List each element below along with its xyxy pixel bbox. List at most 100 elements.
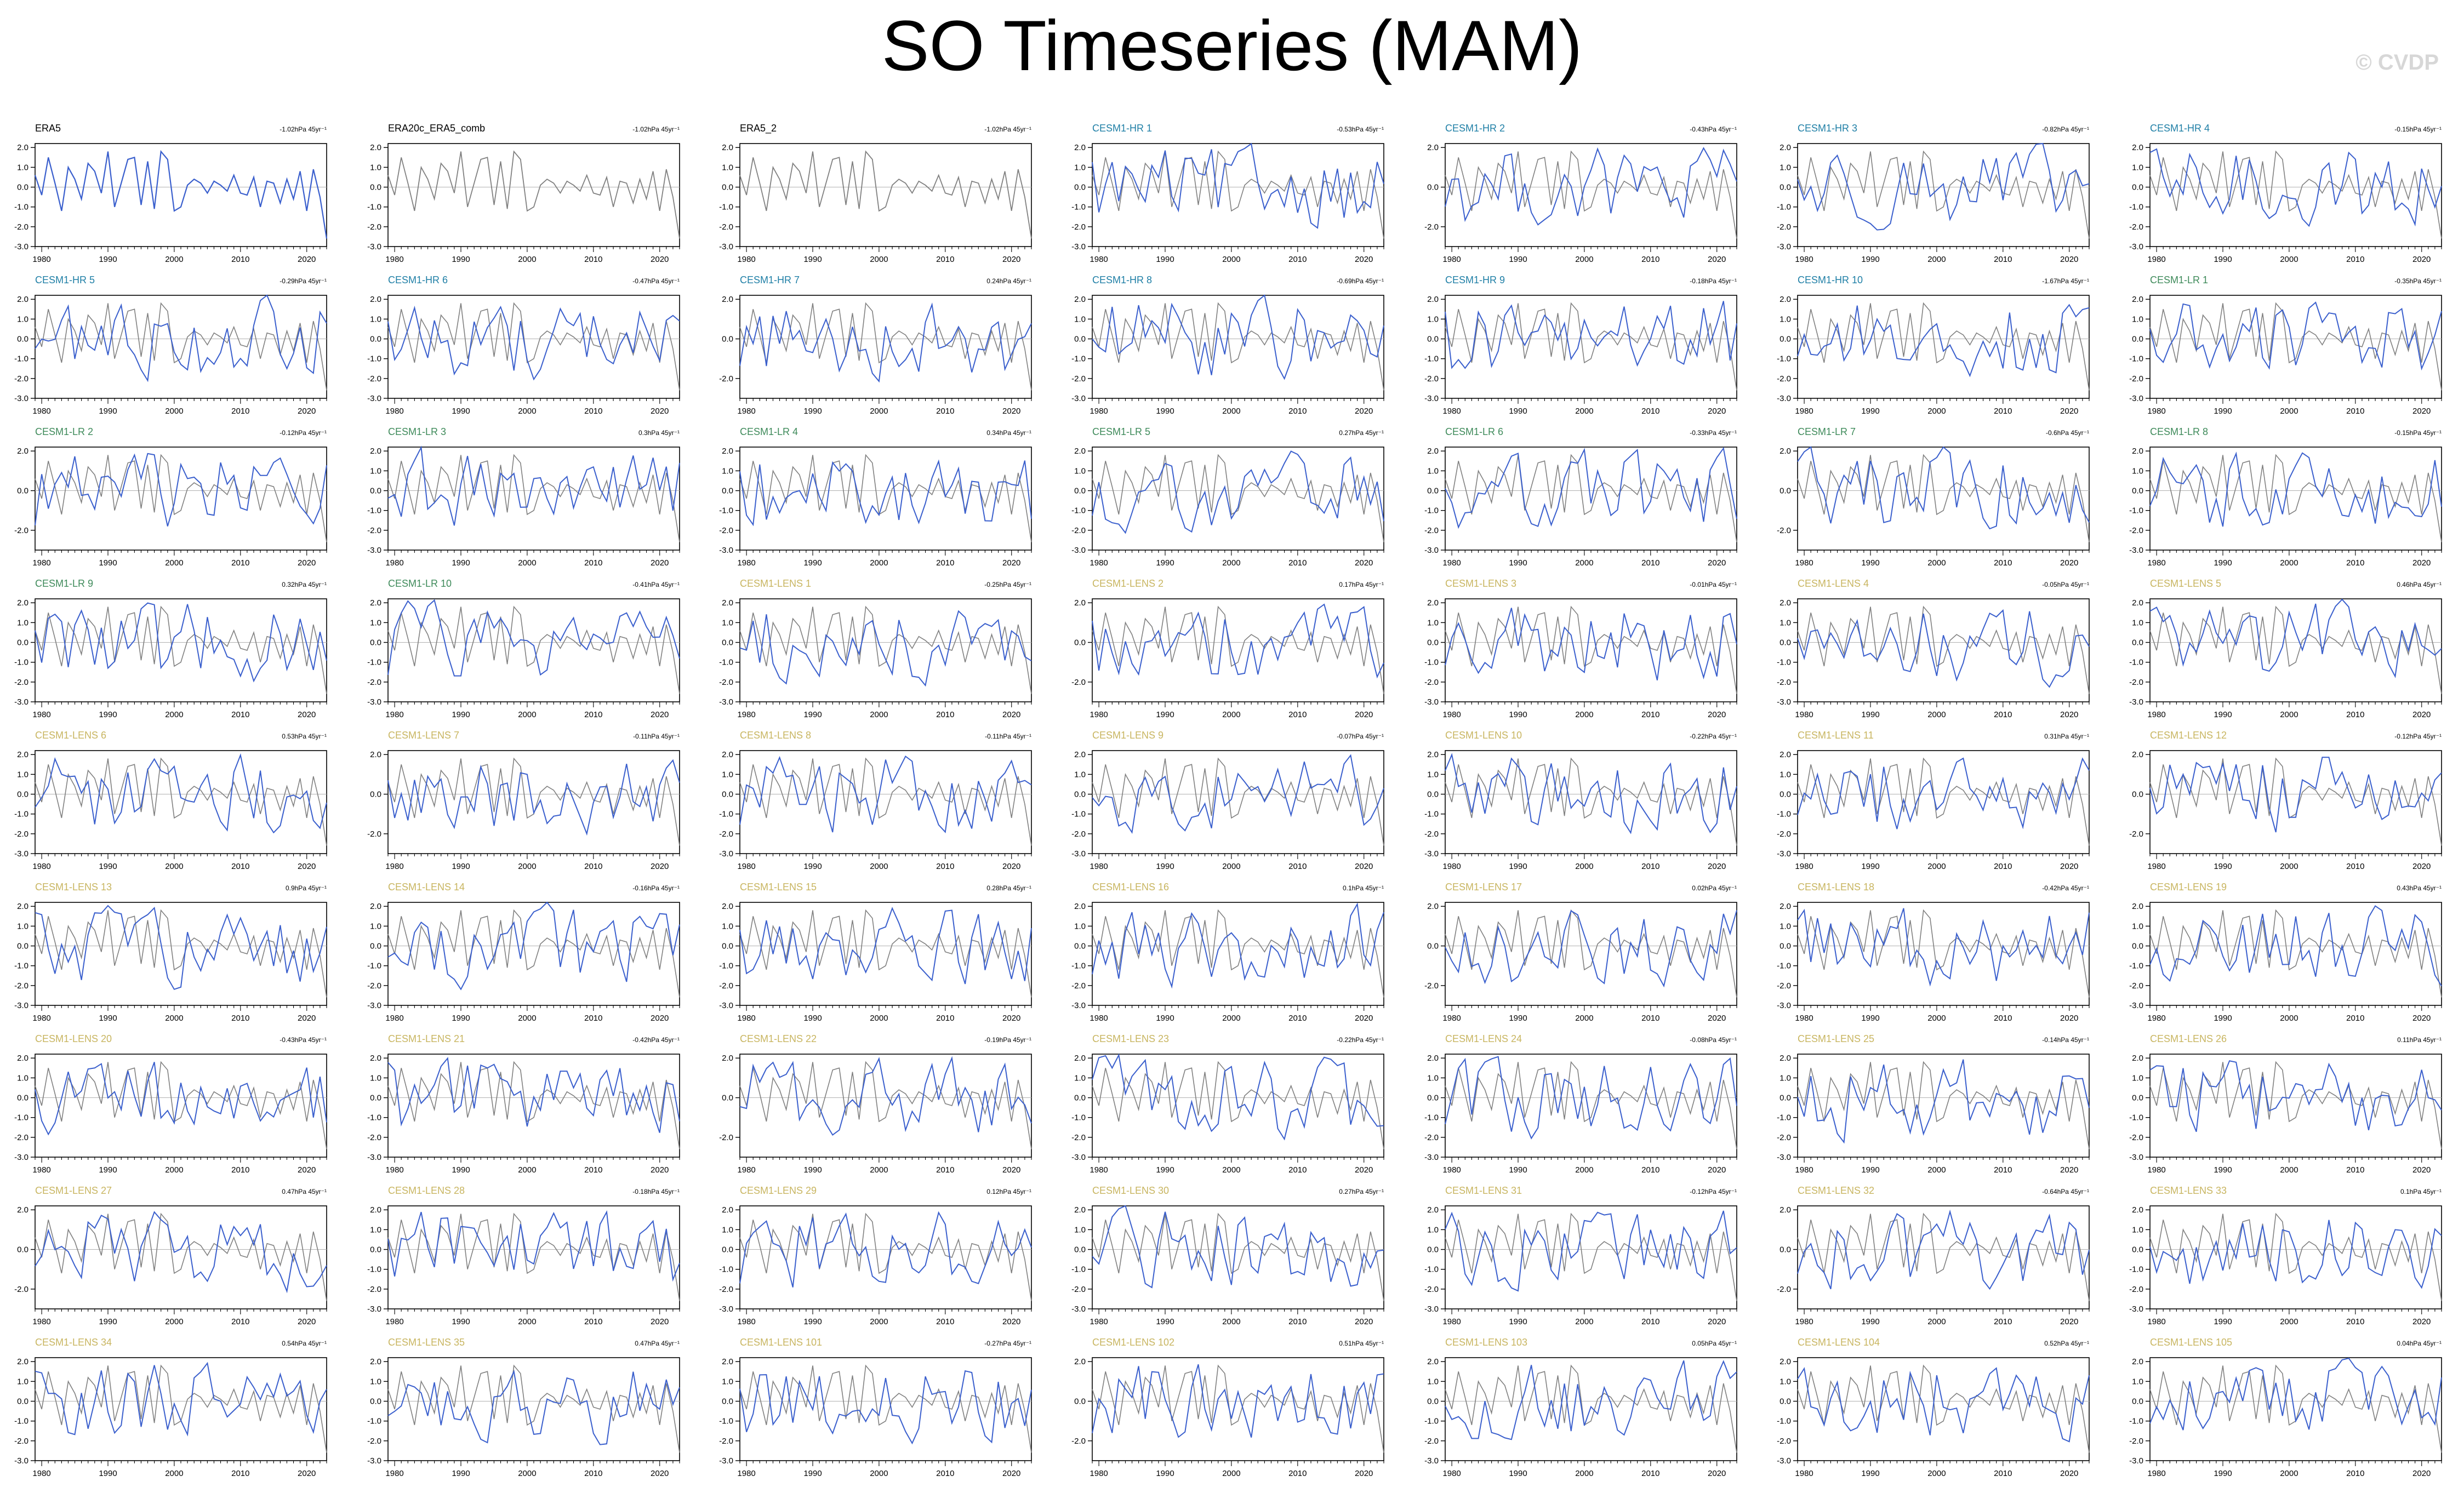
x-tick-label: 2010 xyxy=(936,710,954,719)
panel-title: CESM1-LENS 103 xyxy=(1445,1337,1527,1348)
y-tick-label: 0.0 xyxy=(1074,183,1086,192)
x-tick-label: 1980 xyxy=(32,710,50,719)
y-tick-label: -1.0 xyxy=(1424,1113,1439,1123)
y-tick-label: 2.0 xyxy=(1427,902,1439,911)
x-tick-label: 2020 xyxy=(298,1014,316,1023)
x-tick-label: 2010 xyxy=(2346,1165,2364,1175)
panel-44: CESM1-LENS 21 -0.42hPa 45yr⁻¹ 2.0 1.0 0.0 -1.… xyxy=(367,1033,680,1175)
panel-title: CESM1-LENS 21 xyxy=(388,1033,465,1044)
y-tick-label: 1.0 xyxy=(1074,163,1086,172)
x-tick-label: 2020 xyxy=(2060,407,2078,416)
x-tick-label: 2020 xyxy=(1355,1469,1373,1478)
x-tick-label: 2020 xyxy=(1355,1317,1373,1326)
y-tick-label: 2.0 xyxy=(1779,1054,1791,1063)
series-line-model xyxy=(2149,451,2442,527)
y-tick-label: 1.0 xyxy=(1779,922,1791,931)
x-tick-label: 2020 xyxy=(298,255,316,264)
x-tick-label: 2000 xyxy=(1575,1317,1593,1326)
series-line-model xyxy=(1092,902,1384,989)
y-tick-label: -1.0 xyxy=(1071,354,1086,364)
panel-title: CESM1-LENS 23 xyxy=(1092,1033,1169,1044)
y-tick-label: -2.0 xyxy=(1777,374,1791,384)
x-tick-label: 1990 xyxy=(1861,558,1879,568)
y-tick-label: -2.0 xyxy=(14,829,28,839)
trend-label: 0.28hPa 45yr⁻¹ xyxy=(986,884,1031,892)
x-tick-label: 2020 xyxy=(2412,558,2431,568)
trend-label: 0.54hPa 45yr⁻¹ xyxy=(282,1340,327,1347)
y-tick-label: 0.0 xyxy=(17,1397,28,1406)
series-line-reference xyxy=(2149,302,2442,391)
x-tick-label: 2020 xyxy=(298,710,316,719)
x-tick-label: 2020 xyxy=(2060,255,2078,264)
x-tick-label: 1980 xyxy=(737,407,755,416)
x-tick-label: 1990 xyxy=(1156,407,1174,416)
x-tick-label: 2020 xyxy=(1355,255,1373,264)
panel-28: CESM1-LENS 5 0.46hPa 45yr⁻¹ 2.0 1.0 0.0 -1.0 -… xyxy=(2129,578,2442,719)
x-tick-label: 2000 xyxy=(165,407,183,416)
y-tick-label: 2.0 xyxy=(2132,447,2143,456)
x-tick-label: 2000 xyxy=(2280,558,2298,568)
series-line-reference xyxy=(35,605,327,694)
x-tick-label: 1980 xyxy=(385,558,403,568)
x-tick-label: 2010 xyxy=(1641,255,1659,264)
trend-label: 0.46hPa 45yr⁻¹ xyxy=(2397,581,2442,588)
x-tick-label: 2020 xyxy=(1708,407,1726,416)
x-tick-label: 2020 xyxy=(2060,1469,2078,1478)
trend-label: 0.34hPa 45yr⁻¹ xyxy=(986,429,1031,437)
y-tick-label: -1.0 xyxy=(2129,1265,2143,1274)
y-tick-label: 0.0 xyxy=(1779,1397,1791,1406)
trend-label: -0.6hPa 45yr⁻¹ xyxy=(2046,429,2089,437)
y-tick-label: 2.0 xyxy=(1427,1054,1439,1063)
x-tick-label: 2010 xyxy=(231,1317,249,1326)
series-line-reference xyxy=(1797,605,2090,694)
series-line-reference xyxy=(35,302,327,391)
y-tick-label: -1.0 xyxy=(2129,354,2143,364)
series-line-reference xyxy=(1445,605,1737,694)
x-tick-label: 2010 xyxy=(231,862,249,871)
y-tick-label: 2.0 xyxy=(1074,598,1086,608)
y-tick-label: -3.0 xyxy=(367,394,381,403)
y-tick-label: 1.0 xyxy=(1427,618,1439,627)
series-line-model xyxy=(739,1370,1032,1445)
x-tick-label: 2010 xyxy=(1288,1317,1307,1326)
y-tick-label: 2.0 xyxy=(1779,1205,1791,1215)
y-tick-label: 0.0 xyxy=(1074,638,1086,648)
x-tick-label: 2000 xyxy=(1575,862,1593,871)
panel-title: CESM1-HR 4 xyxy=(2150,123,2210,134)
panel-title: CESM1-LR 4 xyxy=(740,426,798,437)
y-tick-label: -1.0 xyxy=(14,962,28,971)
panel-6: CESM1-HR 3 -0.82hPa 45yr⁻¹ 2.0 1.0 0.0 -1.0 -2… xyxy=(1777,123,2090,264)
x-tick-label: 1990 xyxy=(803,1317,822,1326)
panel-title: CESM1-LENS 14 xyxy=(388,882,465,892)
y-tick-label: 2.0 xyxy=(370,598,381,608)
trend-label: -1.02hPa 45yr⁻¹ xyxy=(984,125,1031,133)
x-tick-label: 2000 xyxy=(518,1317,536,1326)
y-tick-label: 2.0 xyxy=(370,447,381,456)
panel-60: CESM1-LENS 102 0.51hPa 45yr⁻¹ 2.0 0.0 -2.0 19… xyxy=(1071,1337,1384,1478)
x-tick-label: 2020 xyxy=(651,255,669,264)
y-tick-label: -1.0 xyxy=(367,203,381,212)
y-tick-label: 0.0 xyxy=(1427,1245,1439,1255)
panel-title: ERA20c_ERA5_comb xyxy=(388,123,485,134)
y-tick-label: 1.0 xyxy=(1427,1377,1439,1386)
panel-title: CESM1-LENS 30 xyxy=(1092,1185,1169,1196)
y-tick-label: 1.0 xyxy=(1074,770,1086,779)
y-tick-label: -1.0 xyxy=(1071,962,1086,971)
panel-17: CESM1-LR 4 0.34hPa 45yr⁻¹ 2.0 1.0 0.0 -1.0 -2.… xyxy=(719,426,1032,568)
y-tick-label: -2.0 xyxy=(2129,374,2143,384)
x-tick-label: 1980 xyxy=(1090,1165,1108,1175)
y-tick-label: 0.0 xyxy=(370,487,381,496)
series-line-model xyxy=(1445,147,1737,226)
y-tick-label: -2.0 xyxy=(1424,829,1439,839)
x-tick-label: 2020 xyxy=(2412,407,2431,416)
y-tick-label: 2.0 xyxy=(1074,750,1086,759)
y-tick-label: -3.0 xyxy=(1071,1001,1086,1010)
y-tick-label: -2.0 xyxy=(2129,981,2143,991)
y-tick-label: -3.0 xyxy=(14,1001,28,1010)
y-tick-label: 1.0 xyxy=(370,922,381,931)
panel-31: CESM1-LENS 8 -0.11hPa 45yr⁻¹ 2.0 1.0 0.0 -1.0… xyxy=(719,730,1032,871)
panel-title: CESM1-HR 9 xyxy=(1445,274,1505,285)
x-tick-label: 2000 xyxy=(2280,1165,2298,1175)
y-tick-label: -3.0 xyxy=(14,849,28,859)
y-tick-label: -1.0 xyxy=(1071,506,1086,516)
